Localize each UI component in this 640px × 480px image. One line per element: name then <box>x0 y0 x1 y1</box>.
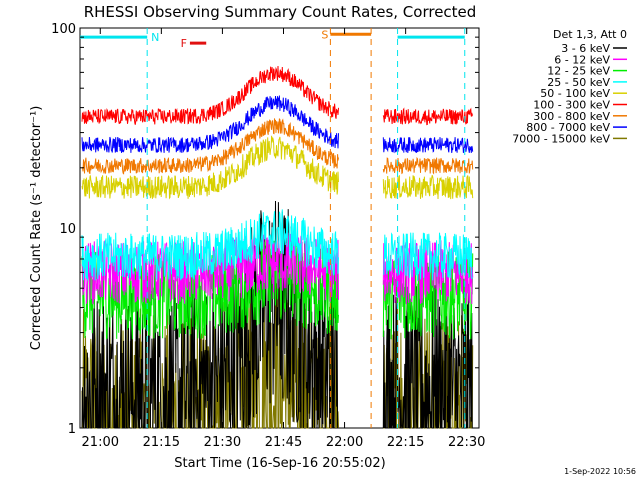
series-6 <box>81 118 474 175</box>
annotation-label-1: F <box>181 37 187 50</box>
y-axis: 1 10 100 <box>51 22 479 437</box>
y-tick-label-2: 100 <box>51 22 76 37</box>
legend-label-6: 300 - 800 keV <box>533 110 610 123</box>
x-tick-label-0: 21:00 <box>82 435 119 450</box>
series-5 <box>81 65 474 126</box>
y-axis-label: Corrected Count Rate (s⁻¹ detector⁻¹) <box>29 106 44 351</box>
legend-label-2: 12 - 25 keV <box>547 65 610 78</box>
x-tick-label-5: 22:15 <box>387 435 424 450</box>
x-tick-label-4: 22:00 <box>326 435 363 450</box>
footer-timestamp: 1-Sep-2022 10:56 <box>564 467 636 476</box>
x-axis: 21:00 21:15 21:30 21:45 22:00 22:15 22:30 <box>82 28 485 450</box>
x-tick-label-6: 22:30 <box>448 435 485 450</box>
legend-label-8: 7000 - 15000 keV <box>512 132 610 145</box>
series-0 <box>81 200 473 429</box>
legend-label-5: 100 - 300 keV <box>533 99 610 112</box>
y-tick-label-1: 10 <box>59 222 76 237</box>
x-tick-label-1: 21:15 <box>143 435 180 450</box>
legend-label-1: 6 - 12 keV <box>554 53 610 66</box>
annotation-label-2: S <box>321 28 328 41</box>
legend-label-3: 25 - 50 keV <box>547 76 610 89</box>
series-4 <box>81 135 474 200</box>
legend-header: Det 1,3, Att 0 <box>553 28 627 41</box>
plot-frame <box>79 27 480 429</box>
plot-area: N FS <box>79 27 480 429</box>
annotation-label-0: N <box>151 31 159 44</box>
legend-label-0: 3 - 6 keV <box>561 42 610 55</box>
chart-title: RHESSI Observing Summary Count Rates, Co… <box>84 3 477 21</box>
series-3 <box>81 209 474 281</box>
y-tick-label-0: 1 <box>68 422 76 437</box>
legend-label-7: 800 - 7000 keV <box>526 121 610 134</box>
x-tick-label-3: 21:45 <box>265 435 302 450</box>
series-7 <box>81 95 474 154</box>
legend-label-4: 50 - 100 keV <box>540 87 610 100</box>
x-axis-label: Start Time (16-Sep-16 20:55:02) <box>174 456 385 471</box>
x-tick-label-2: 21:30 <box>204 435 241 450</box>
